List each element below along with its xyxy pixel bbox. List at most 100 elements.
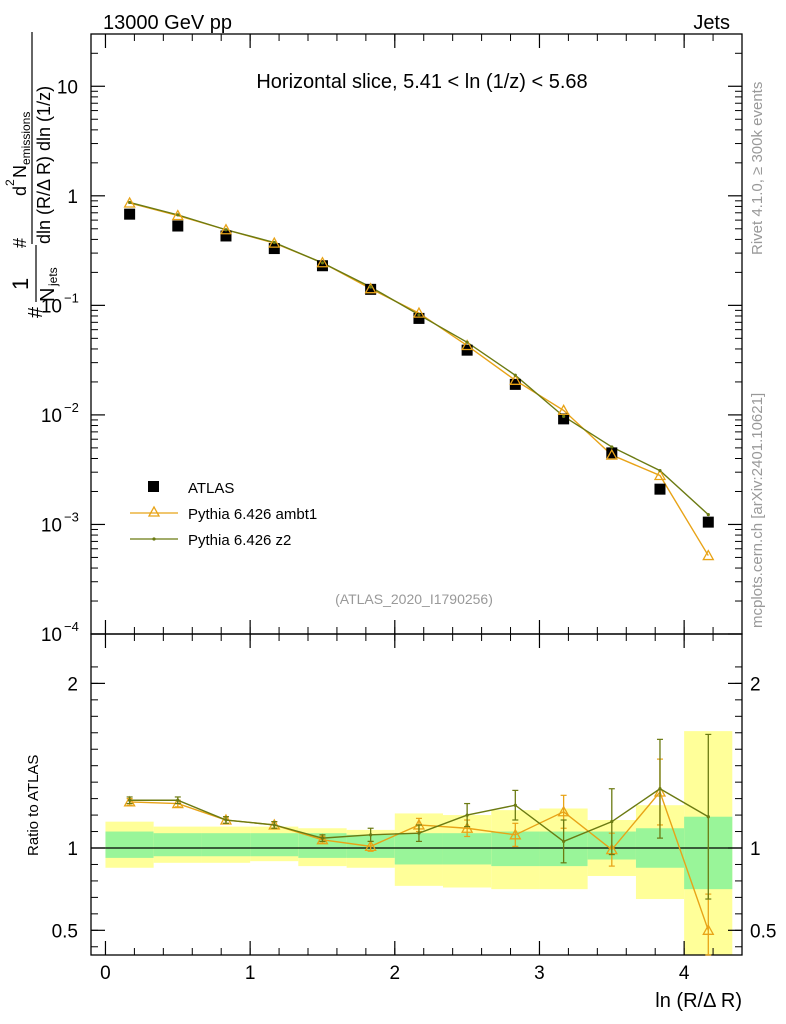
y-tick-label: 10 bbox=[57, 77, 78, 98]
x-tick-label: 3 bbox=[534, 963, 545, 984]
data-point-atlas bbox=[268, 243, 280, 255]
ratio-point-z2 bbox=[562, 839, 566, 844]
data-point-z2 bbox=[610, 445, 614, 449]
data-point-z2 bbox=[658, 469, 662, 473]
ratio-y-tick-label-right: 0.5 bbox=[750, 921, 776, 942]
legend-label-ambt1: Pythia 6.426 ambt1 bbox=[188, 506, 317, 523]
ylabel-frac2-sup: 2 bbox=[3, 179, 17, 186]
rivet-label: Rivet 4.1.0, ≥ 300k events bbox=[749, 82, 766, 255]
ratio-point-z2 bbox=[706, 815, 710, 819]
data-point-z2 bbox=[128, 200, 132, 205]
data-point-atlas bbox=[172, 220, 184, 232]
ratio-y-tick-label-right: 2 bbox=[750, 674, 761, 695]
data-point-atlas bbox=[413, 312, 425, 324]
data-point-z2 bbox=[562, 414, 566, 418]
ratio-point-ambt1 bbox=[316, 833, 329, 845]
ratio-point-z2 bbox=[465, 813, 469, 817]
xlabel: ln (R/Δ R) bbox=[655, 990, 742, 1012]
y-tick-label: 1 bbox=[67, 187, 78, 208]
process-label: Jets bbox=[693, 12, 730, 34]
y-tick-exponent: −4 bbox=[64, 619, 79, 634]
ratio-point-z2 bbox=[417, 831, 421, 835]
ratio-ylabel: Ratio to ATLAS bbox=[25, 755, 42, 856]
legend-label-atlas: ATLAS bbox=[188, 480, 234, 497]
ratio-point-z2 bbox=[224, 818, 228, 822]
ratio-frame bbox=[90, 633, 743, 956]
y-tick-label: 10 bbox=[41, 296, 62, 317]
ratio-point-z2 bbox=[320, 836, 325, 840]
slice-title: Horizontal slice, 5.41 < ln (1/z) < 5.68 bbox=[256, 71, 587, 93]
legend-label-z2: Pythia 6.426 z2 bbox=[188, 532, 291, 549]
ratio-y-tick-label-right: 1 bbox=[750, 839, 761, 860]
ylabel-frac2-sub: emissions bbox=[19, 112, 33, 165]
data-point-ambt1 bbox=[557, 404, 570, 416]
ylabel-frac1-num: 1 bbox=[8, 278, 33, 290]
data-point-ambt1 bbox=[123, 196, 136, 208]
ratio-point-z2 bbox=[369, 833, 373, 837]
x-tick-label: 2 bbox=[390, 963, 401, 984]
data-point-z2 bbox=[465, 340, 469, 344]
ratio-point-ambt1 bbox=[364, 840, 377, 852]
data-point-atlas bbox=[220, 230, 232, 242]
data-point-ambt1 bbox=[219, 223, 233, 235]
legend-entry-ambt1: Pythia 6.426 ambt1 bbox=[130, 505, 317, 523]
ratio-band-inner bbox=[442, 833, 492, 865]
energy-label: 13000 GeV pp bbox=[103, 12, 232, 34]
mcplots-label: mcplots.cern.ch [arXiv:2401.10621] bbox=[749, 393, 766, 628]
x-tick-label: 4 bbox=[679, 963, 690, 984]
ratio-point-z2 bbox=[176, 798, 180, 802]
ratio-point-ambt1 bbox=[123, 795, 136, 807]
data-point-z2 bbox=[513, 373, 517, 377]
data-point-ambt1 bbox=[364, 282, 377, 294]
data-point-z2 bbox=[706, 513, 710, 517]
ylabel-hash: # bbox=[25, 306, 47, 318]
ratio-band-inner bbox=[153, 833, 202, 857]
ylabel-frac2-N: N bbox=[10, 165, 30, 178]
ylabel-frac1-den: N bbox=[37, 288, 59, 302]
ratio-point-z2 bbox=[610, 820, 614, 824]
data-point-z2 bbox=[224, 228, 228, 232]
data-point-ambt1 bbox=[268, 236, 281, 248]
ylabel-frac2-hash: # bbox=[10, 238, 30, 248]
data-point-atlas bbox=[654, 483, 666, 495]
ratio-point-ambt1 bbox=[509, 828, 522, 840]
ylabel-frac2-den: dln (R/Δ R) dln (1/z) bbox=[34, 86, 54, 244]
data-point-atlas bbox=[606, 447, 618, 459]
main-ylabel: # 1 N jets # d 2 N emissions dln (R/Δ R)… bbox=[3, 32, 60, 318]
data-point-z2 bbox=[369, 285, 373, 289]
data-point-atlas bbox=[558, 413, 570, 425]
y-tick-exponent: −2 bbox=[64, 400, 79, 415]
data-point-z2 bbox=[272, 240, 276, 245]
analysis-id: (ATLAS_2020_I1790256) bbox=[335, 591, 493, 607]
data-point-atlas bbox=[316, 260, 328, 272]
ratio-y-tick-label: 1 bbox=[67, 839, 78, 860]
data-point-ambt1 bbox=[316, 256, 329, 268]
data-point-ambt1 bbox=[605, 448, 618, 460]
legend-marker-z2 bbox=[152, 537, 156, 541]
ratio-y-tick-label: 2 bbox=[67, 674, 78, 695]
ratio-point-z2 bbox=[658, 787, 662, 791]
ratio-point-z2 bbox=[272, 823, 276, 827]
ratio-band-inner bbox=[201, 833, 251, 857]
ratio-band-inner bbox=[250, 833, 299, 857]
data-point-ambt1 bbox=[412, 306, 426, 318]
data-point-ambt1 bbox=[653, 469, 667, 481]
data-point-z2 bbox=[176, 213, 180, 217]
legend: ATLAS Pythia 6.426 ambt1 Pythia 6.426 z2 bbox=[130, 480, 317, 549]
legend-entry-atlas: ATLAS bbox=[148, 480, 234, 497]
y-tick-label: 10 bbox=[41, 406, 62, 427]
ylabel-frac1-den-sub: jets bbox=[46, 267, 60, 287]
legend-marker-atlas bbox=[148, 481, 159, 492]
y-tick-label: 10 bbox=[41, 515, 62, 536]
series-line bbox=[129, 201, 709, 516]
legend-marker-ambt1 bbox=[147, 505, 161, 517]
data-point-atlas bbox=[365, 283, 377, 295]
ratio-band-inner bbox=[105, 831, 154, 858]
data-point-atlas bbox=[702, 516, 714, 528]
y-tick-label: 10 bbox=[41, 625, 62, 646]
ratio-y-tick-label: 0.5 bbox=[52, 921, 78, 942]
y-tick-exponent: −3 bbox=[64, 509, 79, 524]
ratio-point-ambt1 bbox=[702, 923, 715, 935]
ratio-point-ambt1 bbox=[461, 821, 474, 833]
